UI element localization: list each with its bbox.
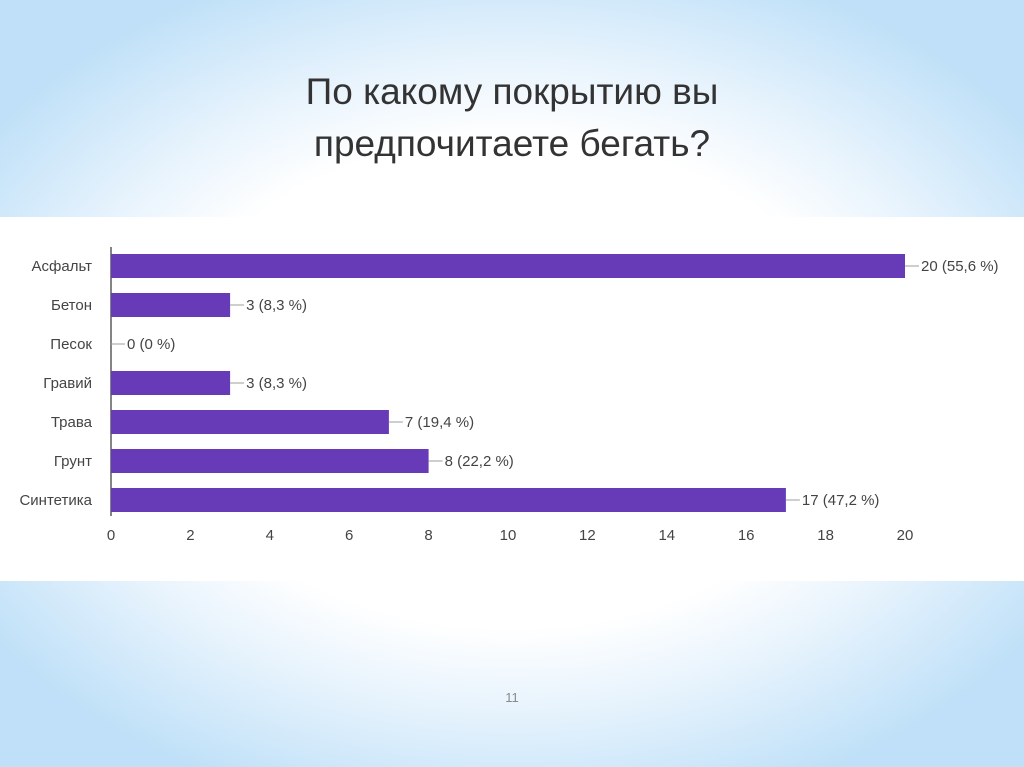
category-label: Асфальт <box>32 258 93 275</box>
page-number: 11 <box>505 690 519 705</box>
x-tick-label: 16 <box>738 527 755 544</box>
slide-title: По какому покрытию вы предпочитаете бега… <box>0 66 1024 170</box>
x-tick-label: 8 <box>424 527 432 544</box>
x-tick-label: 4 <box>266 527 274 544</box>
bar <box>111 293 231 317</box>
data-label: 7 (19,4 %) <box>405 414 474 431</box>
bar <box>111 371 231 395</box>
category-label: Песок <box>50 336 92 353</box>
bar-chart: Асфальт 20 (55,6 %) Бетон 3 (8,3 %) Песок 0 (… <box>19 247 999 544</box>
x-tick-label: 0 <box>107 527 115 544</box>
x-tick-label: 14 <box>658 527 675 544</box>
data-label: 0 (0 %) <box>127 336 175 353</box>
bar <box>111 254 905 278</box>
x-tick-label: 10 <box>500 527 517 544</box>
slide-title-line-1: По какому покрытию вы <box>305 71 719 112</box>
bar <box>111 449 429 473</box>
slide-title-line-2: предпочитаете бегать? <box>313 123 711 164</box>
bar <box>111 488 786 512</box>
category-label: Бетон <box>51 297 92 314</box>
x-tick-label: 2 <box>186 527 194 544</box>
bar <box>111 410 389 434</box>
data-label: 17 (47,2 %) <box>802 492 880 509</box>
category-label: Трава <box>51 414 93 431</box>
data-label: 20 (55,6 %) <box>921 258 999 275</box>
data-label: 3 (8,3 %) <box>246 375 307 392</box>
x-tick-label: 6 <box>345 527 353 544</box>
category-label: Грунт <box>54 453 92 470</box>
data-label: 8 (22,2 %) <box>445 453 514 470</box>
x-tick-label: 20 <box>897 527 914 544</box>
x-tick-label: 12 <box>579 527 596 544</box>
data-label: 3 (8,3 %) <box>246 297 307 314</box>
x-tick-label: 18 <box>817 527 834 544</box>
category-label: Гравий <box>43 375 92 392</box>
category-label: Синтетика <box>19 492 92 509</box>
chart-panel: Асфальт 20 (55,6 %) Бетон 3 (8,3 %) Песок 0 (… <box>0 217 1024 581</box>
